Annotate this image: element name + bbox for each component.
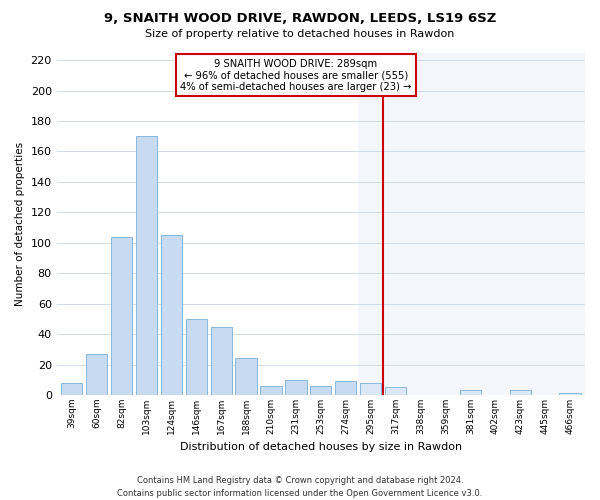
- Bar: [460, 390, 481, 395]
- Bar: [86, 354, 107, 395]
- Bar: [358, 52, 585, 395]
- Bar: [111, 236, 132, 395]
- X-axis label: Distribution of detached houses by size in Rawdon: Distribution of detached houses by size …: [180, 442, 462, 452]
- Bar: [185, 319, 207, 395]
- Bar: [161, 235, 182, 395]
- Text: Size of property relative to detached houses in Rawdon: Size of property relative to detached ho…: [145, 29, 455, 39]
- Bar: [235, 358, 257, 395]
- Text: Contains HM Land Registry data © Crown copyright and database right 2024.
Contai: Contains HM Land Registry data © Crown c…: [118, 476, 482, 498]
- Bar: [286, 380, 307, 395]
- Bar: [61, 383, 82, 395]
- Text: 9 SNAITH WOOD DRIVE: 289sqm
← 96% of detached houses are smaller (555)
4% of sem: 9 SNAITH WOOD DRIVE: 289sqm ← 96% of det…: [180, 58, 412, 92]
- Text: 9, SNAITH WOOD DRIVE, RAWDON, LEEDS, LS19 6SZ: 9, SNAITH WOOD DRIVE, RAWDON, LEEDS, LS1…: [104, 12, 496, 26]
- Bar: [136, 136, 157, 395]
- Bar: [211, 326, 232, 395]
- Bar: [385, 388, 406, 395]
- Y-axis label: Number of detached properties: Number of detached properties: [15, 142, 25, 306]
- Bar: [260, 386, 281, 395]
- Bar: [335, 382, 356, 395]
- Bar: [310, 386, 331, 395]
- Bar: [360, 383, 381, 395]
- Bar: [509, 390, 531, 395]
- Bar: [559, 394, 581, 395]
